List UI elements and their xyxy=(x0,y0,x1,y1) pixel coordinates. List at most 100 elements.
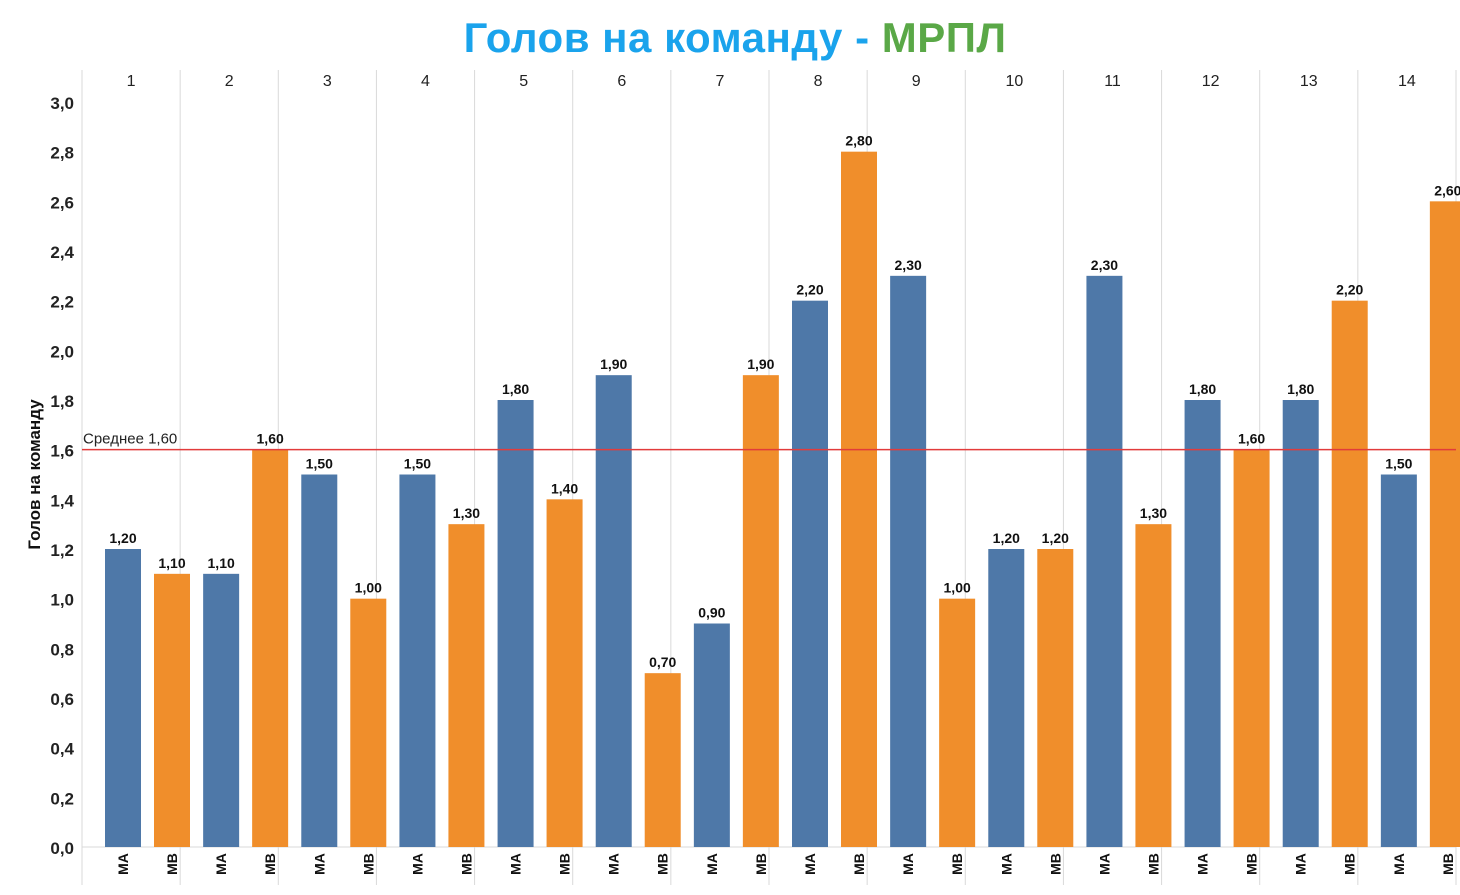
bar-mb xyxy=(1233,449,1270,847)
subcategory-label: МА xyxy=(1391,853,1407,875)
bar-mb xyxy=(1135,524,1172,847)
data-label: 0,90 xyxy=(698,605,725,621)
data-label: 1,80 xyxy=(1189,381,1216,397)
bar-ma xyxy=(792,300,828,848)
group-label: 1 xyxy=(127,73,136,90)
subcategory-label: МВ xyxy=(1145,853,1161,875)
bar-ma xyxy=(1380,474,1417,847)
subcategory-label: МВ xyxy=(1440,853,1456,875)
subcategory-label: МВ xyxy=(557,853,573,875)
bar-mb xyxy=(1331,300,1368,848)
y-tick-label: 3,0 xyxy=(50,94,74,113)
data-label: 2,80 xyxy=(845,133,872,149)
subcategory-label: МВ xyxy=(164,853,180,875)
bar-mb xyxy=(350,598,387,847)
subcategory-label: МВ xyxy=(655,853,671,875)
subcategory-label: МА xyxy=(213,853,229,875)
bar-mb xyxy=(1037,549,1074,847)
y-tick-label: 1,6 xyxy=(50,442,74,461)
subcategory-label: МВ xyxy=(1244,853,1260,875)
subcategory-label: МА xyxy=(606,853,622,875)
bar-ma xyxy=(1282,400,1319,847)
data-label: 1,00 xyxy=(944,580,971,596)
y-tick-label: 2,2 xyxy=(50,293,74,312)
data-label: 2,30 xyxy=(895,257,922,273)
data-label: 1,10 xyxy=(208,555,235,571)
data-label: 1,20 xyxy=(1042,530,1069,546)
data-label: 1,10 xyxy=(158,555,185,571)
data-label: 1,60 xyxy=(257,431,284,447)
subcategory-label: МВ xyxy=(949,853,965,875)
bar-ma xyxy=(595,375,632,847)
subcategory-label: МА xyxy=(311,853,327,875)
group-label: 4 xyxy=(421,73,430,90)
subcategory-label: МВ xyxy=(753,853,769,875)
data-label: 2,20 xyxy=(1336,282,1363,298)
subcategory-label: МА xyxy=(1293,853,1309,875)
subcategory-label: МА xyxy=(115,853,131,875)
bar-mb xyxy=(644,673,681,847)
subcategory-label: МВ xyxy=(262,853,278,875)
data-label: 1,20 xyxy=(109,530,136,546)
y-tick-label: 1,4 xyxy=(50,491,74,510)
bar-mb xyxy=(742,375,779,847)
data-label: 1,80 xyxy=(502,381,529,397)
chart-title-accent: МРПЛ xyxy=(881,14,1007,61)
group-label: 6 xyxy=(617,73,626,90)
y-tick-label: 0,4 xyxy=(50,740,74,759)
group-label: 5 xyxy=(519,73,528,90)
subcategory-label: МА xyxy=(802,853,818,875)
data-label: 1,90 xyxy=(600,356,627,372)
bar-ma xyxy=(497,400,534,847)
data-label: 1,50 xyxy=(306,456,333,472)
average-line-label: Среднее 1,60 xyxy=(83,431,177,448)
chart-title-main: Голов на команду - xyxy=(463,14,882,61)
subcategory-label: МВ xyxy=(1047,853,1063,875)
data-label: 1,30 xyxy=(453,505,480,521)
bar-mb xyxy=(939,598,976,847)
data-label: 1,90 xyxy=(747,356,774,372)
bar-ma xyxy=(301,474,338,847)
subcategory-label: МА xyxy=(409,853,425,875)
subcategory-label: МА xyxy=(900,853,916,875)
bar-mb xyxy=(252,449,289,847)
y-tick-label: 2,8 xyxy=(50,144,74,163)
group-label: 3 xyxy=(323,73,332,90)
subcategory-label: МВ xyxy=(458,853,474,875)
y-tick-label: 2,6 xyxy=(50,193,74,212)
chart-title: Голов на команду - МРПЛ xyxy=(0,14,1460,62)
group-label: 12 xyxy=(1202,73,1220,90)
subcategory-label: МА xyxy=(1096,853,1112,875)
y-tick-label: 1,2 xyxy=(50,541,74,560)
group-label: 11 xyxy=(1104,73,1121,90)
data-label: 1,20 xyxy=(993,530,1020,546)
group-label: 8 xyxy=(814,73,823,90)
y-tick-label: 1,8 xyxy=(50,392,74,411)
y-axis-label: Голов на команду xyxy=(25,399,44,550)
y-tick-label: 0,6 xyxy=(50,690,74,709)
data-label: 2,20 xyxy=(796,282,823,298)
group-label: 2 xyxy=(225,73,234,90)
data-label: 2,30 xyxy=(1091,257,1118,273)
subcategory-label: МВ xyxy=(1342,853,1358,875)
data-label: 1,30 xyxy=(1140,505,1167,521)
subcategory-label: МА xyxy=(508,853,524,875)
bar-ma xyxy=(693,623,730,847)
data-label: 1,50 xyxy=(404,456,431,472)
bar-mb xyxy=(841,151,877,847)
bar-ma xyxy=(203,573,240,847)
bar-mb xyxy=(448,524,485,847)
subcategory-label: МА xyxy=(704,853,720,875)
bar-mb xyxy=(1429,201,1460,848)
bar-mb xyxy=(546,499,583,847)
y-tick-label: 1,0 xyxy=(50,591,74,610)
subcategory-label: МА xyxy=(1195,853,1211,875)
subcategory-label: МВ xyxy=(851,853,867,875)
bar-ma xyxy=(988,549,1025,847)
group-label: 10 xyxy=(1005,73,1023,90)
bar-mb xyxy=(154,573,190,847)
subcategory-label: МА xyxy=(998,853,1014,875)
group-label: 14 xyxy=(1398,73,1416,90)
data-label: 2,60 xyxy=(1434,182,1460,198)
y-tick-label: 2,4 xyxy=(50,243,74,262)
